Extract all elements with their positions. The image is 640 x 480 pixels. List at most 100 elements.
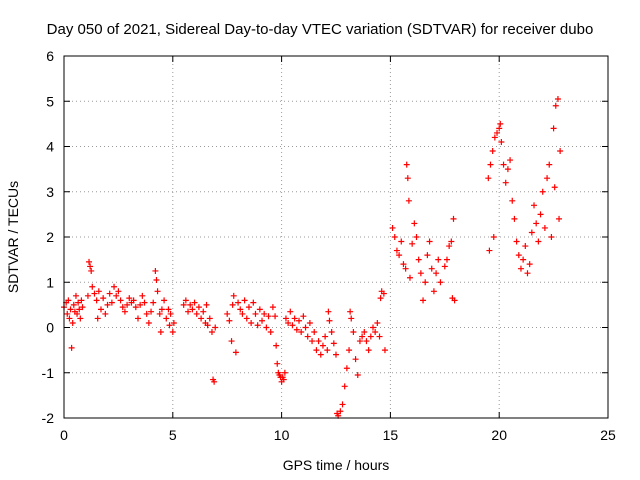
data-point (352, 356, 359, 363)
data-point (88, 267, 95, 274)
data-point (157, 329, 164, 336)
data-point (494, 129, 501, 136)
data-point (89, 283, 96, 290)
data-point (256, 306, 263, 313)
data-point (70, 301, 77, 308)
data-point (415, 256, 422, 263)
data-point (289, 322, 296, 329)
data-point (113, 292, 120, 299)
data-point (78, 297, 85, 304)
data-point (195, 304, 202, 311)
data-point (167, 310, 174, 317)
data-point (550, 125, 557, 132)
data-point (75, 299, 82, 306)
data-point (91, 290, 98, 297)
x-tick-label: 20 (491, 427, 507, 443)
data-point (396, 252, 403, 259)
data-point (204, 322, 211, 329)
data-point (130, 297, 137, 304)
data-point (522, 243, 529, 250)
data-point (243, 315, 250, 322)
data-point (224, 310, 231, 317)
data-point (139, 292, 146, 299)
data-point (406, 274, 413, 281)
data-point (552, 102, 559, 109)
data-point (339, 401, 346, 408)
data-point (150, 299, 157, 306)
data-point (513, 238, 520, 245)
x-tick-label: 10 (274, 427, 290, 443)
data-point (489, 148, 496, 155)
data-point (367, 333, 374, 340)
data-point (76, 306, 83, 313)
data-point (102, 310, 109, 317)
data-point (413, 234, 420, 240)
data-point (426, 238, 433, 245)
data-point (274, 360, 281, 367)
data-point (524, 270, 531, 277)
data-point (424, 252, 431, 259)
data-point (539, 188, 546, 195)
data-point (487, 161, 494, 168)
data-point (517, 265, 524, 272)
data-point (143, 310, 150, 317)
data-point (313, 347, 320, 354)
data-point (165, 306, 172, 313)
data-point (403, 161, 410, 168)
data-point (369, 324, 376, 331)
data-point (319, 342, 326, 349)
data-point (391, 234, 398, 240)
data-point (94, 315, 101, 322)
data-point (322, 333, 329, 340)
data-point (282, 315, 289, 322)
data-point (141, 299, 148, 306)
data-point (121, 308, 128, 315)
data-point (380, 290, 387, 297)
data-point (535, 238, 542, 245)
data-point (77, 315, 84, 322)
data-point (267, 329, 274, 336)
data-point (446, 243, 453, 250)
data-point (180, 301, 187, 308)
data-point (551, 184, 558, 191)
data-point (315, 338, 322, 345)
data-point (263, 324, 270, 331)
data-point (293, 326, 300, 333)
data-point (166, 322, 173, 329)
y-tick-label: 1 (46, 274, 54, 290)
data-point (170, 319, 177, 326)
data-point (363, 338, 370, 345)
data-point (229, 301, 236, 308)
data-point (554, 95, 561, 102)
data-point (485, 175, 492, 182)
data-point (156, 310, 163, 317)
data-point (433, 270, 440, 277)
x-tick-label: 5 (169, 427, 177, 443)
data-point (193, 310, 200, 317)
data-point (187, 301, 194, 308)
data-point (161, 297, 168, 304)
y-tick-label: 0 (46, 320, 54, 336)
data-point (526, 261, 533, 268)
data-point (361, 329, 368, 336)
data-point (326, 317, 333, 324)
data-point (126, 295, 133, 302)
data-point (117, 297, 124, 304)
data-point (420, 297, 427, 304)
data-point (265, 313, 272, 320)
data-point (557, 148, 564, 155)
data-point (533, 220, 540, 227)
data-point (343, 365, 350, 372)
data-point (507, 157, 514, 164)
data-point (497, 120, 504, 127)
x-axis-label: GPS time / hours (283, 457, 390, 473)
x-tick-label: 15 (383, 427, 399, 443)
data-point (354, 372, 361, 379)
data-point (515, 252, 522, 259)
data-point (124, 301, 131, 308)
grid-lines (64, 56, 608, 418)
data-point (163, 315, 170, 322)
data-point (435, 256, 442, 263)
data-points (61, 95, 564, 419)
data-point (537, 211, 544, 218)
